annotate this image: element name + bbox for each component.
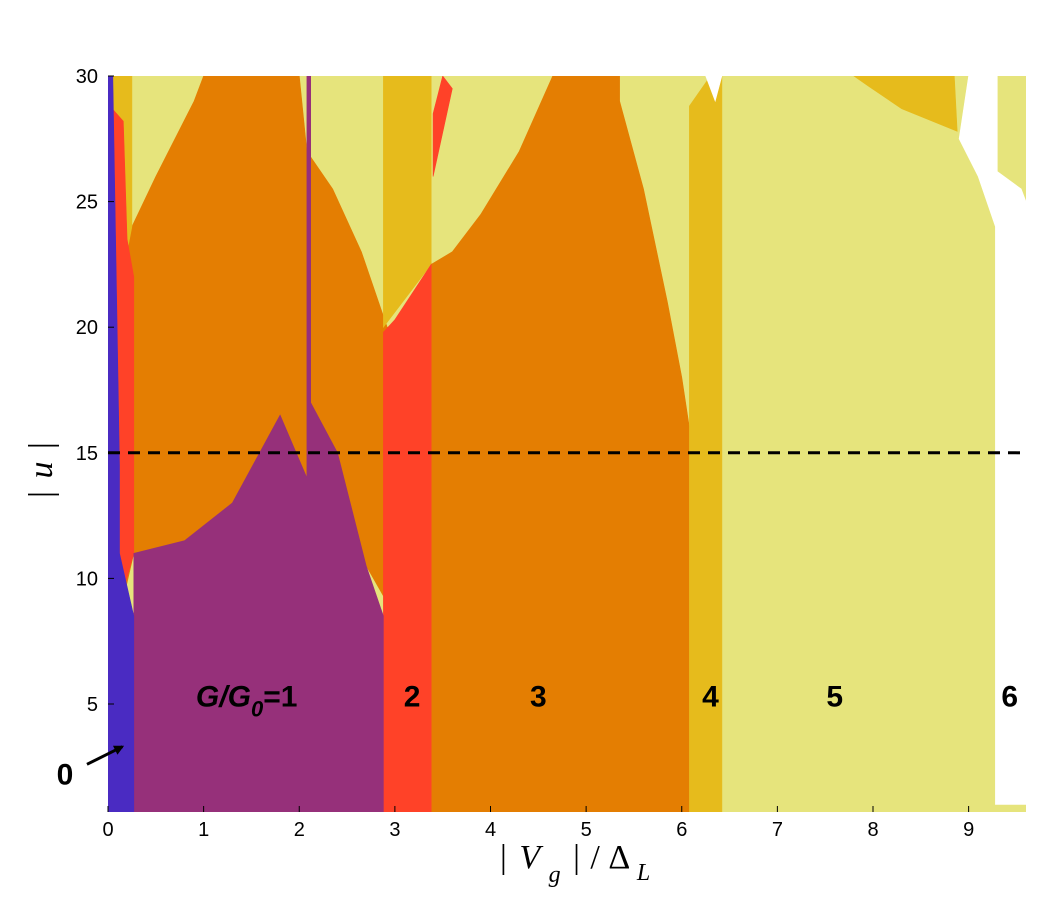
region-g4-6 <box>689 76 723 812</box>
x-label-sub: g <box>549 862 561 888</box>
x-tick-label-8: 8 <box>867 819 878 841</box>
x-tick-label-1: 1 <box>198 819 209 841</box>
x-label-delta: Δ <box>608 839 629 876</box>
x-tick-label-6: 6 <box>676 819 687 841</box>
blank-region-14 <box>958 76 1026 805</box>
region-labels-layer: G/G0=1 2 3 4 5 6 0 <box>57 680 1018 791</box>
x-tick-label-3: 3 <box>389 819 400 841</box>
y-tick-label-10: 10 <box>76 568 98 590</box>
y-tick-label-5: 5 <box>87 694 98 716</box>
region-label-2: 3 <box>530 680 547 713</box>
blank-region-13 <box>705 76 723 103</box>
x-tick-label-5: 5 <box>581 819 592 841</box>
region-g2-10 <box>432 76 453 177</box>
plot-area <box>108 76 1026 812</box>
x-label-slash: / <box>590 839 600 876</box>
x-label-var: V <box>519 839 544 876</box>
y-tick-label-25: 25 <box>76 192 98 214</box>
zero-label: 0 <box>57 758 74 791</box>
x-tick-label-7: 7 <box>772 819 783 841</box>
x-tick-label-0: 0 <box>102 819 113 841</box>
region-g0-12 <box>108 76 135 812</box>
y-label-bar-right: | <box>23 442 60 449</box>
x-label-bar-right: | <box>573 839 580 876</box>
x-tick-label-2: 2 <box>294 819 305 841</box>
x-label-bar-left: | <box>500 839 507 876</box>
y-label-bar-left: | <box>23 491 60 498</box>
region-label-3: 4 <box>702 680 719 713</box>
x-axis-label: | V g | / Δ L <box>500 839 650 890</box>
region-label-4: 5 <box>826 680 843 713</box>
x-label-delta-sub: L <box>636 860 650 886</box>
region-g2-9 <box>383 263 432 812</box>
y-tick-label-20: 20 <box>76 317 98 339</box>
y-axis-label: | u | <box>23 442 60 498</box>
region-label-1: 2 <box>404 680 421 713</box>
x-tick-label-4: 4 <box>485 819 496 841</box>
zero-arrow <box>86 745 125 766</box>
region-g4-5 <box>383 76 432 329</box>
y-tick-label-15: 15 <box>76 443 98 465</box>
region-g1-11 <box>133 76 384 812</box>
region-label-5: 6 <box>1001 680 1018 713</box>
y-tick-label-30: 30 <box>76 66 98 88</box>
region-label-0: G/G0=1 <box>196 680 298 721</box>
x-tick-label-9: 9 <box>963 819 974 841</box>
region-g4-7 <box>853 76 958 132</box>
y-label-var: u <box>23 462 60 479</box>
